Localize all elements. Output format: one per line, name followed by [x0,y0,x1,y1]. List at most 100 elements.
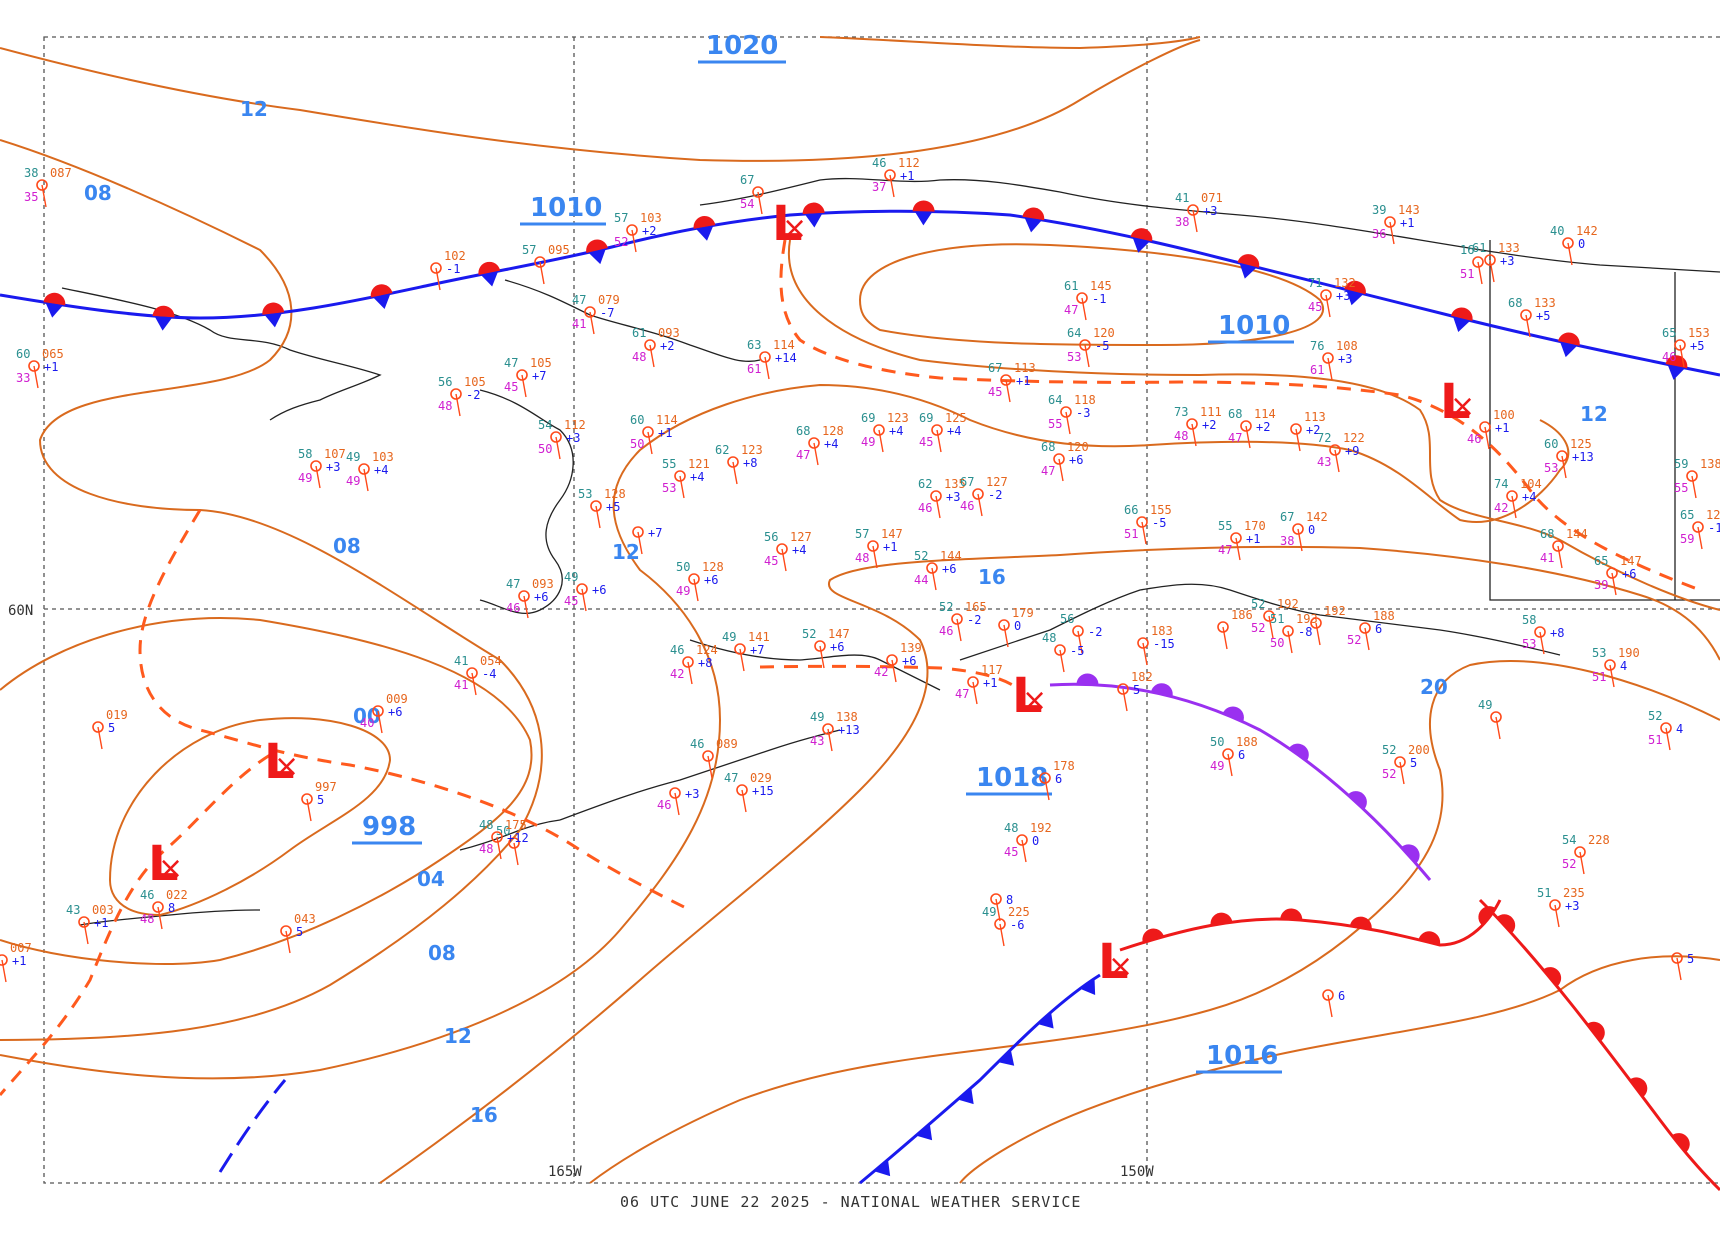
cold-front-barb [957,1087,974,1105]
station-pressure: 121 [688,457,710,471]
wind-barb [157,906,163,930]
fronts [0,200,1720,1192]
station-tendency: +3 [1565,899,1579,913]
station-pressure: 133 [1534,296,1556,310]
station-dewpoint: 47 [1218,543,1232,557]
station-pressure: 113 [1304,410,1326,424]
wind-barb [1389,221,1395,245]
station-pressure: 114 [656,413,678,427]
station-tendency: +2 [1306,423,1320,437]
station-tendency: +1 [883,540,897,554]
station-marker [642,426,654,438]
wind-barb [1364,627,1370,651]
warm-front-pip [586,239,608,253]
station-pressure: 139 [900,641,922,655]
station-marker [1660,722,1672,734]
station-temp: 52 [1382,743,1396,757]
station-temp: 46 [140,888,154,902]
wind-barb [977,493,983,517]
warm-front-pip [1142,928,1164,943]
wind-barb [1084,344,1090,368]
station-marker [644,339,656,351]
station-dewpoint: 50 [1270,636,1284,650]
station-tendency: +1 [1246,532,1260,546]
station-plot: 49 138 43 +13 [810,710,860,752]
station-dewpoint: 35 [24,190,38,204]
station-pressure: 155 [1150,503,1172,517]
station-marker [516,369,528,381]
station-marker [736,784,748,796]
station-tendency: 6 [1338,989,1345,1003]
wind-barb [1554,904,1560,928]
isobar-1010-closed [858,243,1324,347]
station-dewpoint: 37 [872,180,886,194]
station-tendency: +4 [889,424,903,438]
station-marker [1692,521,1704,533]
wind-barb [1077,630,1083,654]
station-plot: 57 147 48 +1 [855,527,903,569]
wind-barb [97,726,103,750]
wind-barb [674,792,680,816]
station-marker [1520,309,1532,321]
station-plot: 67 127 46 -2 [960,475,1008,517]
wind-barb [1227,753,1233,777]
station-dewpoint: 55 [1674,481,1688,495]
station-plot: 53 128+5 [578,487,626,529]
station-temp: 46 [670,643,684,657]
station-marker [518,590,530,602]
station-plot: 48 192 45 0 [1004,821,1052,863]
station-dewpoint: 41 [1540,551,1554,565]
station-plot: 48 175 48 +12 [479,818,529,860]
cold-front-barb [1239,262,1257,279]
station-pressure: 183 [1151,624,1173,638]
station-temp: 53 [578,487,592,501]
station-pressure: 123 [741,443,763,457]
cold-front-barb [1559,341,1578,358]
station-dewpoint: 38 [1175,215,1189,229]
wind-barb [764,356,770,380]
wind-barb [995,898,1001,922]
station-marker [808,437,820,449]
station-temp: 46 [872,156,886,170]
station-temp: 68 [1540,527,1554,541]
station-temp: 68 [1228,407,1242,421]
warm-front-pip [1450,307,1473,322]
station-dewpoint: 52 [614,235,628,249]
station-pressure: 147 [1620,554,1642,568]
station-pressure: 138 [1700,457,1720,471]
station-marker [967,676,979,688]
station-marker [1472,256,1484,268]
station-tendency: +8 [698,656,712,670]
isobar-labels: 12 08 08 12 00 04 08 12 16 12 16 20 [84,97,1608,1127]
station-marker [1136,516,1148,528]
wind-barb [1399,761,1405,785]
station-temp: 74 [1494,477,1508,491]
station-marker [702,750,714,762]
station-plot: 47 079 41 -7 [572,293,620,335]
station-tendency: +7 [532,369,546,383]
station-pressure: 175 [505,818,527,832]
station-temp: 47 [724,771,738,785]
station-tendency: +4 [792,543,806,557]
wind-barb [1477,261,1483,285]
station-tendency: -3 [1076,406,1090,420]
wind-barb [377,710,383,734]
station-pressure: 128 [822,424,844,438]
pressure-label: 998 [362,812,416,842]
station-tendency: -5 [1095,339,1109,353]
station-dewpoint: 47 [1228,431,1242,445]
station-dewpoint: 51 [1592,670,1606,684]
wind-barb [631,229,637,253]
station-marker [1217,621,1229,633]
station-marker [372,705,384,717]
station-marker [450,388,462,400]
station-tendency: 6 [1238,748,1245,762]
station-dewpoint: 47 [1041,464,1055,478]
cold-front-barb [45,302,64,318]
station-marker [1556,450,1568,462]
station-tendency: +1 [44,360,58,374]
wind-barb [83,921,89,945]
station-pressure: 179 [1012,606,1034,620]
warm-front-pip [152,305,175,318]
station-plot: 68 128 47 +4 [796,424,844,466]
